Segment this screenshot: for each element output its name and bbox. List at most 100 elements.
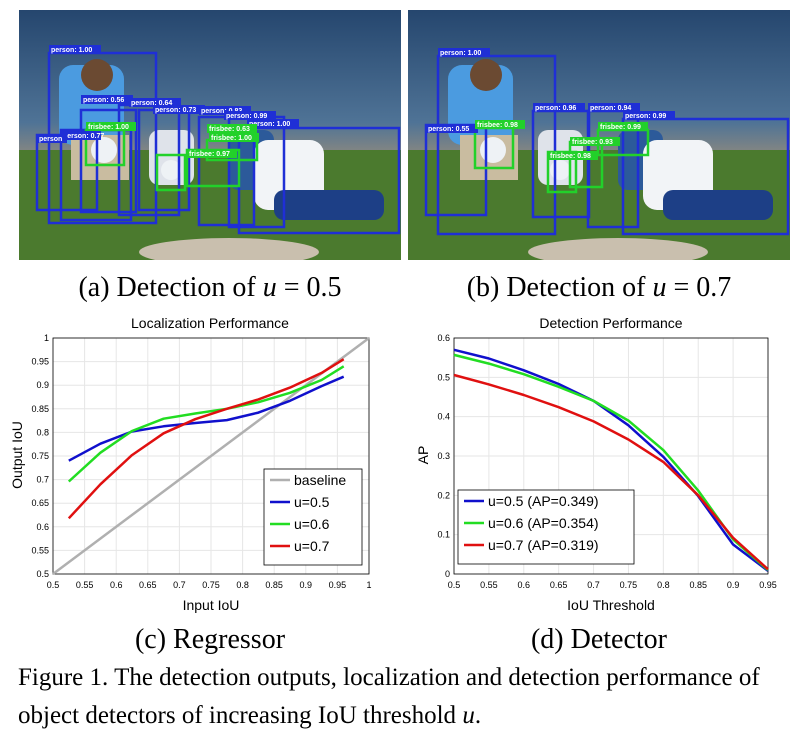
x-tick-label: 0.65 bbox=[139, 580, 157, 590]
legend-box bbox=[457, 489, 635, 565]
x-tick-label: 0.75 bbox=[202, 580, 220, 590]
y-tick-label: 0.5 bbox=[437, 372, 450, 382]
axes-box bbox=[453, 337, 769, 575]
x-tick-label: 0.9 bbox=[300, 580, 313, 590]
x-tick-label: 0.85 bbox=[265, 580, 283, 590]
det-label: frisbee: 0.98 bbox=[550, 153, 591, 160]
y-tick-label: 0.2 bbox=[437, 490, 450, 500]
y-tick-label: 0.6 bbox=[36, 522, 49, 532]
det-label: frisbee: 0.99 bbox=[600, 124, 641, 131]
y-tick-label: 0.5 bbox=[36, 569, 49, 579]
frisbee-2 bbox=[550, 160, 570, 180]
x-tick-label: 0.9 bbox=[727, 580, 740, 590]
x-tick-label: 0.7 bbox=[173, 580, 186, 590]
x-tick-label: 0.7 bbox=[587, 580, 600, 590]
legend-label: u=0.5 (AP=0.349) bbox=[488, 493, 599, 509]
legend-label: u=0.7 bbox=[294, 538, 330, 554]
x-tick-label: 1 bbox=[366, 580, 371, 590]
y-tick-label: 0.1 bbox=[437, 530, 450, 540]
frisbee-1 bbox=[91, 137, 117, 163]
x-tick-label: 0.8 bbox=[236, 580, 249, 590]
y-axis-label: AP bbox=[415, 446, 431, 465]
y-tick-label: 0.65 bbox=[31, 498, 49, 508]
detection-photo-b: person: 1.00 person: 0.55 person: 0.96 p… bbox=[408, 10, 790, 260]
person-head-1 bbox=[81, 59, 113, 91]
x-tick-label: 0.55 bbox=[76, 580, 94, 590]
det-label: person: 1.00 bbox=[249, 121, 290, 128]
subcaption-c: (c) Regressor bbox=[134, 624, 286, 655]
localization-chart-svg: Localization Performance Input IoU Outpu… bbox=[9, 315, 372, 613]
person-pants-4 bbox=[663, 190, 773, 220]
figure-caption-end: . bbox=[474, 702, 482, 729]
legend: baseline u=0.5 u=0.6 u=0.7 bbox=[263, 468, 363, 566]
frisbee-2 bbox=[161, 160, 181, 180]
det-label: person: 0.99 bbox=[226, 113, 267, 120]
det-label: person: 0.94 bbox=[590, 105, 631, 112]
x-tick-label: 0.55 bbox=[480, 580, 498, 590]
legend-label: u=0.6 bbox=[294, 516, 330, 532]
y-tick-label: 1 bbox=[44, 333, 49, 343]
series-line-baseline bbox=[52, 336, 370, 576]
subcaption-a-prefix: (a) Detection of bbox=[78, 272, 263, 303]
legend-label: u=0.7 (AP=0.319) bbox=[488, 537, 599, 553]
det-label: frisbee: 0.97 bbox=[189, 151, 230, 158]
det-label: person bbox=[39, 136, 62, 143]
x-axis-label: Input IoU bbox=[183, 597, 240, 613]
det-label: frisbee: 0.93 bbox=[572, 139, 613, 146]
y-tick-label: 0.7 bbox=[36, 475, 49, 485]
det-label: person: 0.56 bbox=[83, 97, 124, 104]
y-tick-label: 0.4 bbox=[437, 412, 450, 422]
subcaption-a-math: u bbox=[262, 272, 277, 303]
y-tick-label: 0.85 bbox=[31, 404, 49, 414]
detection-labels-b: person: 1.00 person: 0.55 person: 0.96 p… bbox=[426, 48, 675, 160]
legend-box bbox=[263, 468, 363, 566]
x-tick-label: 0.65 bbox=[550, 580, 568, 590]
dirt-patch bbox=[528, 238, 708, 260]
legend-label: baseline bbox=[294, 472, 346, 488]
person-head-1 bbox=[470, 59, 502, 91]
person-pants-4 bbox=[274, 190, 384, 220]
det-label: person: 0.83 bbox=[201, 108, 242, 115]
det-label: person: 0.73 bbox=[155, 107, 196, 114]
photo-b-canvas: person: 1.00 person: 0.55 person: 0.96 p… bbox=[408, 10, 790, 260]
subcaption-b-suffix: = 0.7 bbox=[666, 272, 732, 303]
legend-label: u=0.5 bbox=[294, 494, 330, 510]
subcaption-b-prefix: (b) Detection of bbox=[466, 272, 653, 303]
x-tick-label: 0.6 bbox=[110, 580, 123, 590]
series-line-u=0.6 bbox=[67, 365, 345, 483]
x-tick-label: 0.6 bbox=[518, 580, 531, 590]
det-label: person: 0.77 bbox=[63, 133, 104, 140]
subcaption-a: (a) Detection of u = 0.5 bbox=[19, 272, 401, 304]
y-tick-label: 0 bbox=[445, 569, 450, 579]
figure-caption-text: Figure 1. The detection outputs, localiz… bbox=[18, 664, 760, 729]
x-tick-label: 0.75 bbox=[620, 580, 638, 590]
det-label: frisbee: 1.00 bbox=[211, 135, 252, 142]
plot-area: 0.5 0.55 0.6 0.65 0.7 0.75 0.8 0.85 0.9 0.95 1 0.5 0… bbox=[31, 333, 371, 590]
det-label: frisbee: 0.63 bbox=[209, 126, 250, 133]
chart-title: Localization Performance bbox=[131, 315, 289, 331]
photo-a-canvas: person: 1.00 person: 0.56 person: 0.64 p… bbox=[19, 10, 401, 260]
det-label: person: 0.55 bbox=[428, 126, 469, 133]
person-shirt-2 bbox=[149, 130, 194, 185]
subcaption-b-math: u bbox=[652, 272, 667, 303]
plot-area: 0.5 0.55 0.6 0.65 0.7 0.75 0.8 0.85 0.9 0.95 0 0.1 0… bbox=[437, 333, 776, 590]
x-axis-label: IoU Threshold bbox=[567, 597, 655, 613]
x-tick-label: 0.95 bbox=[759, 580, 777, 590]
y-tick-label: 0.9 bbox=[36, 380, 49, 390]
localization-chart: Localization Performance Input IoU Outpu… bbox=[0, 310, 400, 620]
det-label: person: 0.99 bbox=[625, 113, 666, 120]
subcaption-b: (b) Detection of u = 0.7 bbox=[408, 272, 790, 304]
det-label: frisbee: 1.00 bbox=[88, 124, 129, 131]
y-tick-label: 0.75 bbox=[31, 451, 49, 461]
detection-chart-svg: Detection Performance IoU Threshold AP 0… bbox=[415, 315, 777, 613]
y-tick-label: 0.8 bbox=[36, 427, 49, 437]
det-label: person: 0.96 bbox=[535, 105, 576, 112]
det-label: person: 1.00 bbox=[440, 50, 481, 57]
dirt-patch bbox=[139, 238, 319, 260]
detection-photo-a: person: 1.00 person: 0.56 person: 0.64 p… bbox=[19, 10, 401, 260]
legend-label: u=0.6 (AP=0.354) bbox=[488, 515, 599, 531]
x-tick-label: 0.85 bbox=[689, 580, 707, 590]
figure-caption-math: u bbox=[462, 702, 475, 729]
legend: u=0.5 (AP=0.349) u=0.6 (AP=0.354) u=0.7 (A… bbox=[457, 489, 635, 565]
figure-caption: Figure 1. The detection outputs, localiz… bbox=[18, 659, 788, 735]
